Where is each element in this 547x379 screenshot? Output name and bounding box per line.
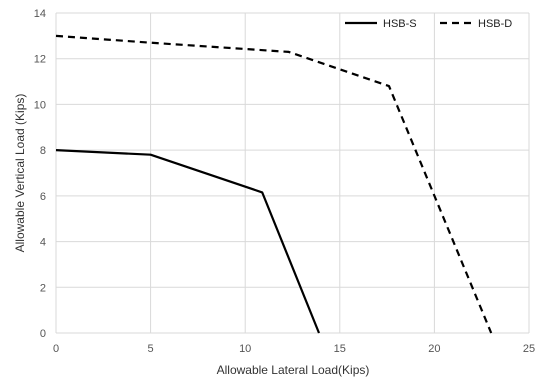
series-line-hsb-d bbox=[55, 34, 493, 334]
y-tick-label: 8 bbox=[40, 145, 46, 157]
grid bbox=[55, 12, 530, 334]
y-tick-label: 0 bbox=[40, 328, 46, 340]
x-tick-label: 10 bbox=[239, 343, 251, 355]
y-tick-label: 6 bbox=[40, 191, 46, 203]
y-tick-label: 12 bbox=[34, 54, 46, 66]
y-axis-title: Allowable Vertical Load (Kips) bbox=[13, 94, 27, 253]
legend: HSB-S HSB-D bbox=[345, 18, 512, 30]
x-axis-title: Allowable Lateral Load(Kips) bbox=[217, 363, 370, 377]
x-tick-label: 0 bbox=[53, 343, 59, 355]
y-tick-label: 2 bbox=[40, 282, 46, 294]
y-tick-label: 14 bbox=[34, 8, 46, 20]
y-tick-label: 4 bbox=[40, 237, 46, 249]
tick-labels: 0 2 4 6 8 10 12 14 0 5 10 15 20 25 bbox=[34, 8, 535, 355]
y-tick-label: 10 bbox=[34, 99, 46, 111]
legend-label-hsb-d: HSB-D bbox=[478, 18, 512, 30]
series-line-hsb-s bbox=[55, 149, 321, 334]
x-tick-label: 20 bbox=[428, 343, 440, 355]
x-tick-label: 15 bbox=[334, 343, 346, 355]
series-group bbox=[55, 34, 493, 334]
x-tick-label: 25 bbox=[523, 343, 535, 355]
x-tick-label: 5 bbox=[148, 343, 154, 355]
legend-label-hsb-s: HSB-S bbox=[383, 18, 417, 30]
